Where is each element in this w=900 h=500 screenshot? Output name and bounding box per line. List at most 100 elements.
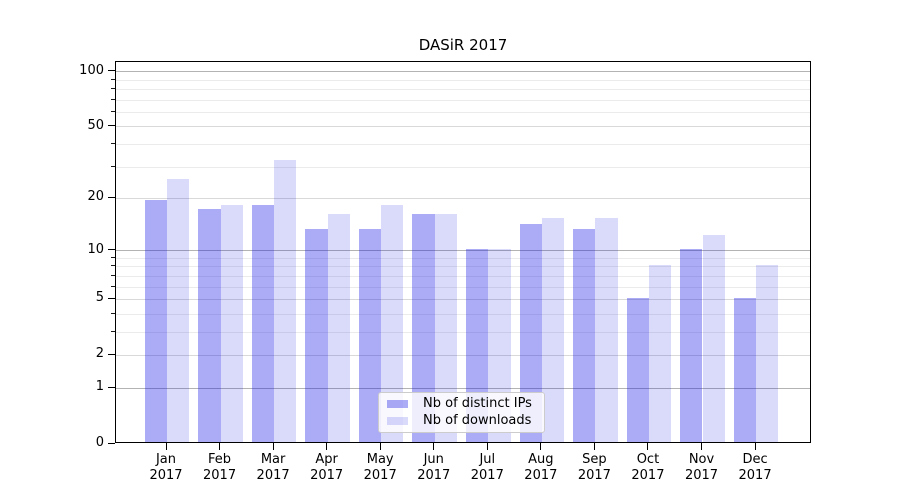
x-tick-label: Jun 2017 bbox=[417, 452, 451, 483]
y-tick-label: 10 bbox=[87, 241, 104, 257]
minor-gridline bbox=[116, 99, 810, 101]
x-tick-label: Jan 2017 bbox=[149, 452, 183, 483]
bar-downloads bbox=[274, 160, 297, 442]
x-tick-label: Aug 2017 bbox=[524, 452, 558, 483]
bar-distinct-ips bbox=[626, 297, 649, 442]
y-minor-tick-mark bbox=[111, 285, 115, 287]
x-tick-mark bbox=[754, 443, 756, 450]
minor-gridline bbox=[116, 313, 810, 315]
y-minor-tick-mark bbox=[111, 330, 115, 332]
x-tick-label: Mar 2017 bbox=[256, 452, 290, 483]
y-tick-mark bbox=[108, 249, 115, 251]
x-tick-mark bbox=[647, 443, 649, 450]
gridline bbox=[116, 298, 810, 300]
chart-title: DASiR 2017 bbox=[418, 36, 508, 54]
bar-downloads bbox=[167, 179, 190, 442]
plot-area bbox=[115, 61, 811, 443]
x-tick-mark bbox=[272, 443, 274, 450]
gridline bbox=[116, 354, 810, 356]
y-minor-tick-mark bbox=[111, 353, 115, 355]
y-tick-label: 0 bbox=[95, 435, 104, 450]
y-minor-tick-mark bbox=[111, 256, 115, 258]
x-tick-mark bbox=[486, 443, 488, 450]
minor-gridline bbox=[116, 286, 810, 288]
legend-entry: Nb of distinct IPs bbox=[387, 397, 536, 411]
x-tick-mark bbox=[593, 443, 595, 450]
x-tick-mark bbox=[326, 443, 328, 450]
minor-gridline bbox=[116, 111, 810, 113]
y-minor-tick-mark bbox=[111, 297, 115, 299]
y-minor-tick-mark bbox=[111, 110, 115, 112]
bar-downloads bbox=[702, 235, 725, 442]
minor-gridline bbox=[116, 79, 810, 81]
x-tick-label: Dec 2017 bbox=[738, 452, 772, 483]
x-tick-mark bbox=[219, 443, 221, 450]
minor-gridline bbox=[116, 331, 810, 333]
y-tick-label: 50 bbox=[87, 117, 104, 133]
y-tick-label: 20 bbox=[87, 189, 104, 205]
y-minor-tick-mark bbox=[111, 98, 115, 100]
bar-distinct-ips bbox=[144, 200, 167, 442]
x-tick-label: Oct 2017 bbox=[631, 452, 665, 483]
major-gridline bbox=[116, 387, 810, 389]
gridline bbox=[116, 197, 810, 199]
y-tick-mark bbox=[108, 386, 115, 388]
minor-gridline bbox=[116, 89, 810, 91]
bar-downloads bbox=[327, 213, 350, 442]
y-tick-label: 5 bbox=[95, 290, 104, 306]
x-tick-label: Jul 2017 bbox=[470, 452, 504, 483]
y-tick-label: 1 bbox=[95, 379, 104, 395]
x-tick-mark bbox=[701, 443, 702, 450]
bar-downloads bbox=[541, 218, 565, 442]
bar-downloads bbox=[220, 204, 243, 442]
bar-distinct-ips bbox=[305, 229, 328, 442]
y-minor-tick-mark bbox=[111, 88, 115, 90]
x-tick-mark bbox=[379, 443, 381, 450]
gridline bbox=[116, 126, 810, 128]
y-tick-mark bbox=[108, 70, 115, 72]
y-minor-tick-mark bbox=[111, 78, 115, 80]
y-tick-label: 2 bbox=[95, 346, 104, 362]
y-minor-tick-mark bbox=[111, 265, 115, 267]
legend-swatch-distinct-ips bbox=[387, 400, 408, 409]
bar-distinct-ips bbox=[733, 297, 757, 442]
y-minor-tick-mark bbox=[111, 142, 115, 144]
x-tick-mark bbox=[540, 443, 542, 450]
minor-gridline bbox=[116, 275, 810, 277]
bar-distinct-ips bbox=[412, 213, 435, 442]
bar-distinct-ips bbox=[680, 248, 703, 442]
minor-gridline bbox=[116, 266, 810, 268]
y-minor-tick-mark bbox=[111, 196, 115, 198]
bar-downloads bbox=[434, 213, 458, 442]
y-minor-tick-mark bbox=[111, 125, 115, 127]
bar-distinct-ips bbox=[358, 229, 382, 442]
legend-label: Nb of downloads bbox=[423, 412, 532, 428]
minor-gridline bbox=[116, 143, 810, 145]
bar-distinct-ips bbox=[198, 208, 221, 442]
bar-downloads bbox=[595, 218, 618, 442]
bar-distinct-ips bbox=[573, 229, 596, 442]
x-tick-label: Sep 2017 bbox=[577, 452, 611, 483]
y-minor-tick-mark bbox=[111, 312, 115, 314]
bar-downloads bbox=[756, 264, 779, 442]
y-minor-tick-mark bbox=[111, 165, 115, 167]
bar-downloads bbox=[648, 264, 672, 442]
bar-distinct-ips bbox=[519, 223, 542, 442]
x-tick-mark bbox=[165, 443, 167, 450]
x-tick-mark bbox=[433, 443, 435, 450]
y-tick-mark bbox=[108, 442, 115, 444]
legend-label: Nb of distinct IPs bbox=[423, 396, 532, 412]
y-minor-tick-mark bbox=[111, 274, 115, 276]
x-tick-label: May 2017 bbox=[363, 452, 397, 483]
y-tick-label: 100 bbox=[79, 62, 104, 78]
legend-swatch-downloads bbox=[387, 416, 408, 425]
bar-distinct-ips bbox=[251, 204, 275, 442]
minor-gridline bbox=[116, 166, 810, 168]
major-gridline bbox=[116, 71, 810, 73]
minor-gridline bbox=[116, 257, 810, 259]
legend-entry: Nb of downloads bbox=[387, 412, 536, 428]
major-gridline bbox=[116, 250, 810, 252]
x-tick-label: Apr 2017 bbox=[310, 452, 344, 483]
x-tick-label: Nov 2017 bbox=[684, 452, 719, 483]
